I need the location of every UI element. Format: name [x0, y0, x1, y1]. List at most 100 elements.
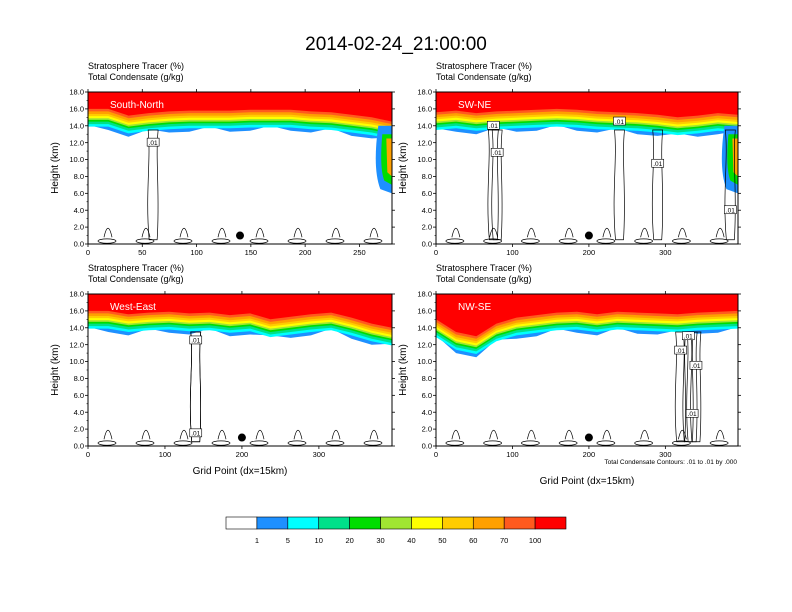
colorbar: 1 5 10 20 30 40 50 60 70 100 — [225, 516, 567, 545]
colorbar-swatch — [411, 516, 443, 530]
y-tick-label: 8.0 — [74, 374, 84, 383]
colorbar-label: 10 — [315, 536, 323, 545]
y-tick-label: 12.0 — [417, 340, 432, 349]
figure-title: 2014-02-24_21:00:00 — [305, 34, 487, 55]
y-tick-label: 8.0 — [422, 374, 432, 383]
plot-area: .01 South-North — [88, 92, 392, 244]
y-tick-label: 14.0 — [69, 121, 84, 130]
contour-label-box — [674, 345, 687, 355]
y-tick-label: 18.0 — [417, 290, 432, 299]
low-cloud-contour — [451, 429, 461, 440]
plot-area: .01 .01 .01 .01 .01 SW-NE — [436, 92, 738, 244]
low-cloud-contour — [255, 429, 265, 440]
x-tick-label: 200 — [583, 248, 596, 257]
cross-section-label: South-North — [110, 100, 164, 111]
panel-title-tracer: Stratosphere Tracer (%) — [88, 61, 184, 71]
y-tick-label: 6.0 — [422, 189, 432, 198]
x-tick-label: 100 — [190, 248, 203, 257]
condensate-contour — [613, 129, 625, 241]
y-tick-label: 6.0 — [74, 391, 84, 400]
cross-section-label: NW-SE — [458, 302, 491, 313]
y-tick-label: 4.0 — [74, 206, 84, 215]
contour-label-box — [189, 335, 203, 345]
y-tick-label: 14.0 — [417, 121, 432, 130]
low-cloud-contour — [293, 429, 303, 440]
low-cloud-contour — [602, 429, 612, 440]
low-cloud-contour — [489, 227, 498, 238]
low-cloud-contour — [217, 429, 227, 440]
colorbar-swatch — [256, 516, 289, 530]
y-tick-label: 8.0 — [74, 172, 84, 181]
x-tick-label: 100 — [506, 248, 519, 257]
colorbar-label: 1 — [255, 536, 259, 545]
low-cloud-contour — [672, 238, 691, 244]
condensate-contour — [189, 331, 202, 443]
low-cloud-contour — [527, 429, 536, 440]
tracer-band-10 — [88, 294, 392, 328]
x-tick-label: 0 — [434, 248, 438, 257]
contour-label-box — [490, 148, 504, 157]
colorbar-label: 20 — [345, 536, 353, 545]
panel-title-tracer: Stratosphere Tracer (%) — [436, 61, 532, 71]
y-tick-label: 10.0 — [417, 357, 432, 366]
low-cloud-contour — [331, 227, 341, 238]
colorbar-label: 60 — [469, 536, 477, 545]
low-cloud-contour — [596, 440, 616, 446]
contour-label: .01 — [688, 411, 697, 418]
contour-label: .01 — [615, 119, 624, 126]
contour-label-box — [682, 331, 695, 341]
colorbar-label: 5 — [286, 536, 290, 545]
low-cloud-contour — [211, 238, 231, 244]
y-tick-label: 0.0 — [422, 240, 432, 249]
low-cloud-contour — [293, 227, 303, 238]
colorbar-swatch — [225, 516, 258, 530]
contour-footnote: Total Condensate Contours: .01 to .01 by… — [604, 459, 737, 466]
y-tick-label: 2.0 — [74, 223, 84, 232]
y-axis-label: Height (km) — [398, 142, 409, 194]
condensate-contour — [491, 129, 503, 241]
low-cloud-contour — [640, 227, 649, 238]
low-cloud-contour — [363, 440, 383, 446]
y-tick-label: 2.0 — [422, 425, 432, 434]
y-tick-label: 12.0 — [417, 138, 432, 147]
low-cloud-contour — [709, 238, 729, 244]
condensate-contour — [651, 129, 664, 241]
y-tick-label: 2.0 — [74, 425, 84, 434]
y-tick-label: 10.0 — [417, 155, 432, 164]
x-tick-label: 0 — [86, 248, 90, 257]
x-axis-label: Grid Point (dx=15km) — [540, 476, 635, 487]
colorbar-swatch — [472, 516, 505, 530]
low-cloud-contour — [445, 238, 465, 244]
tracer-band-10 — [436, 92, 738, 118]
low-cloud-contour — [527, 227, 536, 238]
x-tick-label: 100 — [159, 450, 172, 459]
low-cloud-contour — [135, 238, 155, 244]
low-cloud-contour — [135, 440, 155, 446]
colorbar-label: 70 — [500, 536, 508, 545]
contour-label: .01 — [684, 334, 693, 341]
y-tick-label: 2.0 — [422, 223, 432, 232]
low-cloud-contour — [369, 227, 379, 238]
y-tick-label: 6.0 — [422, 391, 432, 400]
low-cloud-contour — [287, 440, 307, 446]
low-cloud-contour — [483, 440, 502, 446]
y-axis-label: Height (km) — [398, 344, 409, 396]
low-cloud-contour — [249, 238, 269, 244]
location-marker — [584, 231, 593, 240]
y-axis-label: Height (km) — [50, 344, 61, 396]
contour-label: .01 — [691, 363, 700, 370]
contour-label: .01 — [493, 150, 502, 157]
y-tick-label: 14.0 — [417, 323, 432, 332]
low-cloud-contour — [255, 227, 265, 238]
low-cloud-contour — [678, 227, 687, 238]
low-cloud-contour — [331, 429, 341, 440]
y-tick-label: 10.0 — [69, 357, 84, 366]
y-tick-label: 14.0 — [69, 323, 84, 332]
y-tick-label: 18.0 — [69, 88, 84, 97]
x-tick-label: 250 — [353, 248, 366, 257]
y-tick-label: 4.0 — [422, 206, 432, 215]
x-tick-label: 300 — [659, 248, 672, 257]
y-tick-label: 4.0 — [422, 408, 432, 417]
colorbar-label: 50 — [438, 536, 446, 545]
